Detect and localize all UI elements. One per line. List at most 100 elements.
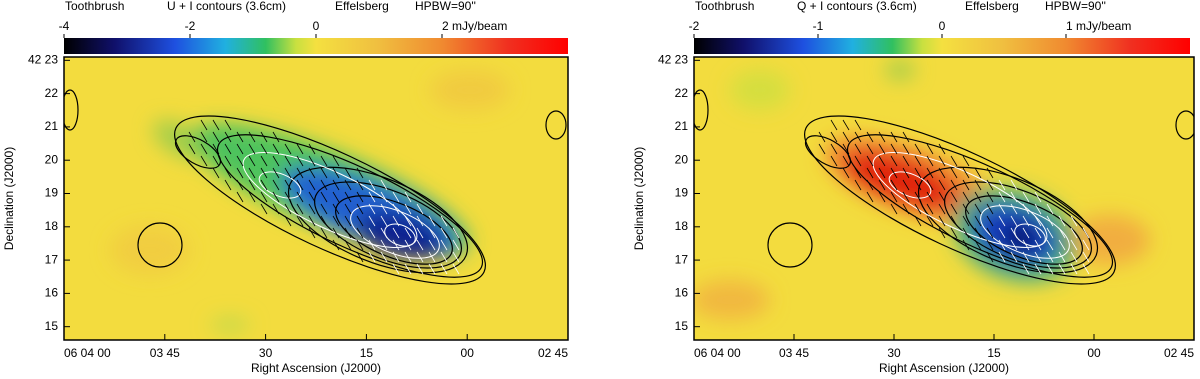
contour-white (350, 205, 440, 259)
polarization-vector (1022, 263, 1030, 275)
polarization-vector (890, 131, 898, 143)
contour (965, 195, 1083, 265)
polarization-vector (308, 227, 316, 239)
polarization-vector (1046, 263, 1054, 275)
polarization-vector (392, 191, 400, 203)
polarization-vector (890, 143, 898, 155)
polarization-vector (224, 119, 232, 131)
polarization-vector (404, 227, 412, 239)
polarization-vector (1082, 227, 1090, 239)
polarization-vector (962, 155, 970, 167)
polarization-vector (998, 215, 1006, 227)
polarization-vector (272, 191, 280, 203)
polarization-vector (308, 167, 316, 179)
colorbar-tick-label: 2 mJy/beam (442, 19, 507, 33)
plot-frame (693, 56, 1195, 341)
polarization-vector (260, 143, 268, 155)
polarization-vector (878, 143, 886, 155)
polarization-vector (200, 131, 208, 143)
polarization-vector (986, 251, 994, 263)
polarization-vector (392, 251, 400, 263)
polarization-vector (236, 155, 244, 167)
colorbar (64, 38, 568, 54)
polarization-vector (950, 227, 958, 239)
polarization-vector (308, 179, 316, 191)
polarization-vector (416, 227, 424, 239)
polarization-vector (236, 167, 244, 179)
polarization-vector (1046, 203, 1054, 215)
polarization-vector (1070, 215, 1078, 227)
polarization-vector (1046, 239, 1054, 251)
polarization-vector (224, 179, 232, 191)
polarization-vector (200, 119, 208, 131)
polarization-vector (866, 155, 874, 167)
polarization-vector (260, 203, 268, 215)
polarization-vector (1058, 263, 1066, 275)
colorbar-tick-label: -4 (59, 19, 70, 33)
polarization-vector (272, 167, 280, 179)
panel-title: Toothbrush (65, 0, 124, 13)
polarization-vector (1034, 251, 1042, 263)
y-axis-label: Declination (J2000) (632, 147, 646, 250)
polarization-vector (902, 203, 910, 215)
polarization-vector (890, 179, 898, 191)
y-tick-label: 19 (45, 186, 59, 200)
polarization-vector (356, 167, 364, 179)
polarization-vector (950, 179, 958, 191)
polarization-vector (236, 179, 244, 191)
polarization-vector (260, 191, 268, 203)
polarization-vector (248, 131, 256, 143)
polarization-vector (296, 215, 304, 227)
polarization-vector (296, 143, 304, 155)
polarization-vector (1010, 251, 1018, 263)
polarization-vector (344, 215, 352, 227)
polarization-vector (890, 191, 898, 203)
polarization-vector (1022, 191, 1030, 203)
x-tick-label: 03 45 (779, 346, 809, 360)
polarization-vector (866, 131, 874, 143)
polarization-vector (1010, 215, 1018, 227)
polarization-vector (296, 191, 304, 203)
polarization-vector (962, 215, 970, 227)
polarization-vector (962, 167, 970, 179)
contour-white (1014, 223, 1046, 247)
polarization-vector (830, 155, 838, 167)
polarization-vector (926, 167, 934, 179)
polarization-vector (1082, 239, 1090, 251)
polarization-vector (1082, 251, 1090, 263)
polarization-vector (926, 179, 934, 191)
contour (1175, 110, 1194, 140)
polarization-vector (1022, 215, 1030, 227)
polarization-vector (380, 203, 388, 215)
polarization-vector (842, 131, 850, 143)
polarization-vector (914, 155, 922, 167)
contour (174, 135, 222, 169)
y-tick-label: 15 (45, 319, 59, 333)
polarization-vector (236, 131, 244, 143)
polarization-vector (854, 155, 862, 167)
polarization-vector (890, 167, 898, 179)
x-tick-label: 02 45 (538, 346, 568, 360)
polarization-vector (1034, 203, 1042, 215)
polarization-vector (986, 203, 994, 215)
y-tick-label: 16 (675, 286, 689, 300)
panel-subtitle: U + I contours (3.6cm) (167, 0, 286, 13)
polarization-vector (974, 191, 982, 203)
polarization-vector (1046, 227, 1054, 239)
x-tick-label: 06 04 00 (694, 346, 741, 360)
polarization-vector (344, 167, 352, 179)
contour (64, 89, 79, 131)
x-tick-label: 15 (360, 346, 374, 360)
plot-frame (63, 56, 569, 341)
x-tick-label: 30 (887, 346, 901, 360)
polarization-vector (248, 167, 256, 179)
polarization-vector (998, 191, 1006, 203)
polarization-vector (1010, 179, 1018, 191)
polarization-vector (344, 239, 352, 251)
polarization-vector (890, 203, 898, 215)
y-tick-label: 15 (675, 319, 689, 333)
polarization-vector (452, 263, 460, 275)
contour (216, 134, 484, 278)
polarization-vector (332, 215, 340, 227)
